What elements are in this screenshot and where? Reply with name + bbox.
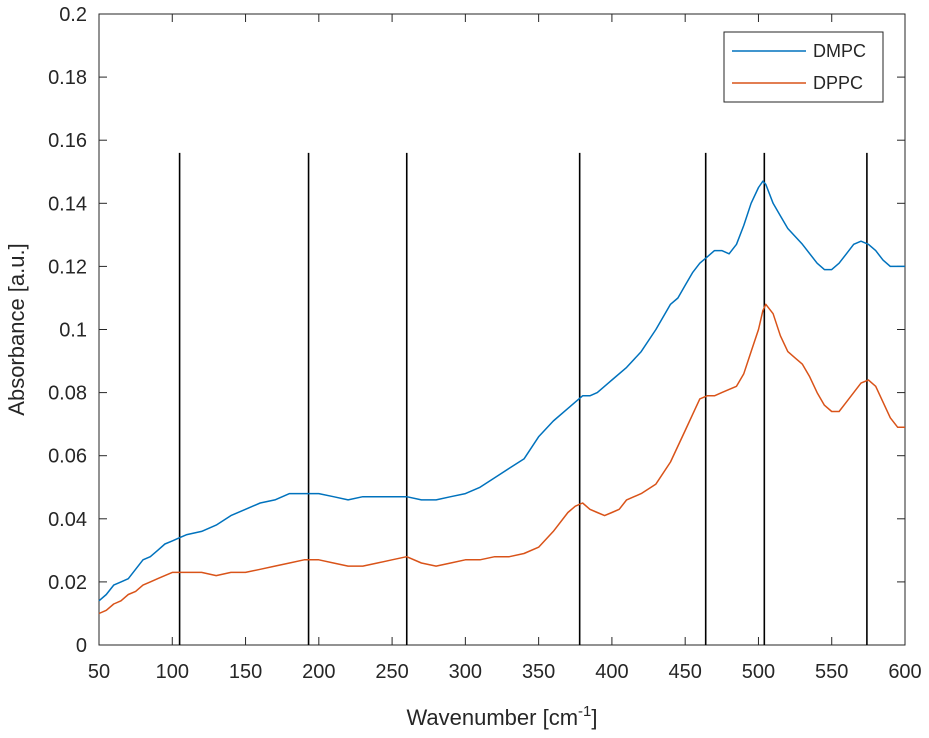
x-tick-label: 250 bbox=[375, 661, 408, 683]
y-tick-label: 0.2 bbox=[59, 4, 87, 26]
x-tick-label: 600 bbox=[888, 661, 921, 683]
x-tick-label: 500 bbox=[742, 661, 775, 683]
x-tick-label: 100 bbox=[156, 661, 189, 683]
x-tick-label: 550 bbox=[815, 661, 848, 683]
x-axis-label: Wavenumber [cm-1] bbox=[406, 703, 597, 730]
y-tick-label: 0.18 bbox=[48, 67, 87, 89]
legend-box bbox=[723, 31, 884, 103]
legend-label-dppc: DPPC bbox=[813, 73, 863, 93]
y-tick-label: 0.06 bbox=[48, 446, 87, 468]
x-axis-label-suffix: ] bbox=[591, 705, 597, 730]
y-tick-label: 0.1 bbox=[59, 320, 87, 342]
x-axis-label-text: Wavenumber [cm bbox=[406, 705, 578, 730]
plot-area bbox=[98, 13, 906, 646]
y-tick-label: 0.12 bbox=[48, 256, 87, 278]
y-tick-label: 0.04 bbox=[48, 509, 87, 531]
x-tick-label: 50 bbox=[88, 661, 110, 683]
x-tick-label: 200 bbox=[302, 661, 335, 683]
legend-label-dmpc: DMPC bbox=[813, 41, 866, 61]
x-tick-label: 300 bbox=[449, 661, 482, 683]
y-tick-label: 0.08 bbox=[48, 383, 87, 405]
x-tick-label: 450 bbox=[668, 661, 701, 683]
y-tick-label: 0.14 bbox=[48, 193, 87, 215]
y-axis-label: Absorbance [a.u.] bbox=[4, 243, 29, 415]
y-tick-label: 0.02 bbox=[48, 572, 87, 594]
x-tick-label: 350 bbox=[522, 661, 555, 683]
x-tick-label: 400 bbox=[595, 661, 628, 683]
x-axis-label-superscript: -1 bbox=[578, 703, 591, 720]
y-tick-label: 0.16 bbox=[48, 130, 87, 152]
series-line-dmpc bbox=[98, 180, 905, 602]
y-tick-label: 0 bbox=[76, 635, 87, 657]
series-line-dppc bbox=[98, 303, 905, 615]
x-tick-label: 150 bbox=[229, 661, 262, 683]
